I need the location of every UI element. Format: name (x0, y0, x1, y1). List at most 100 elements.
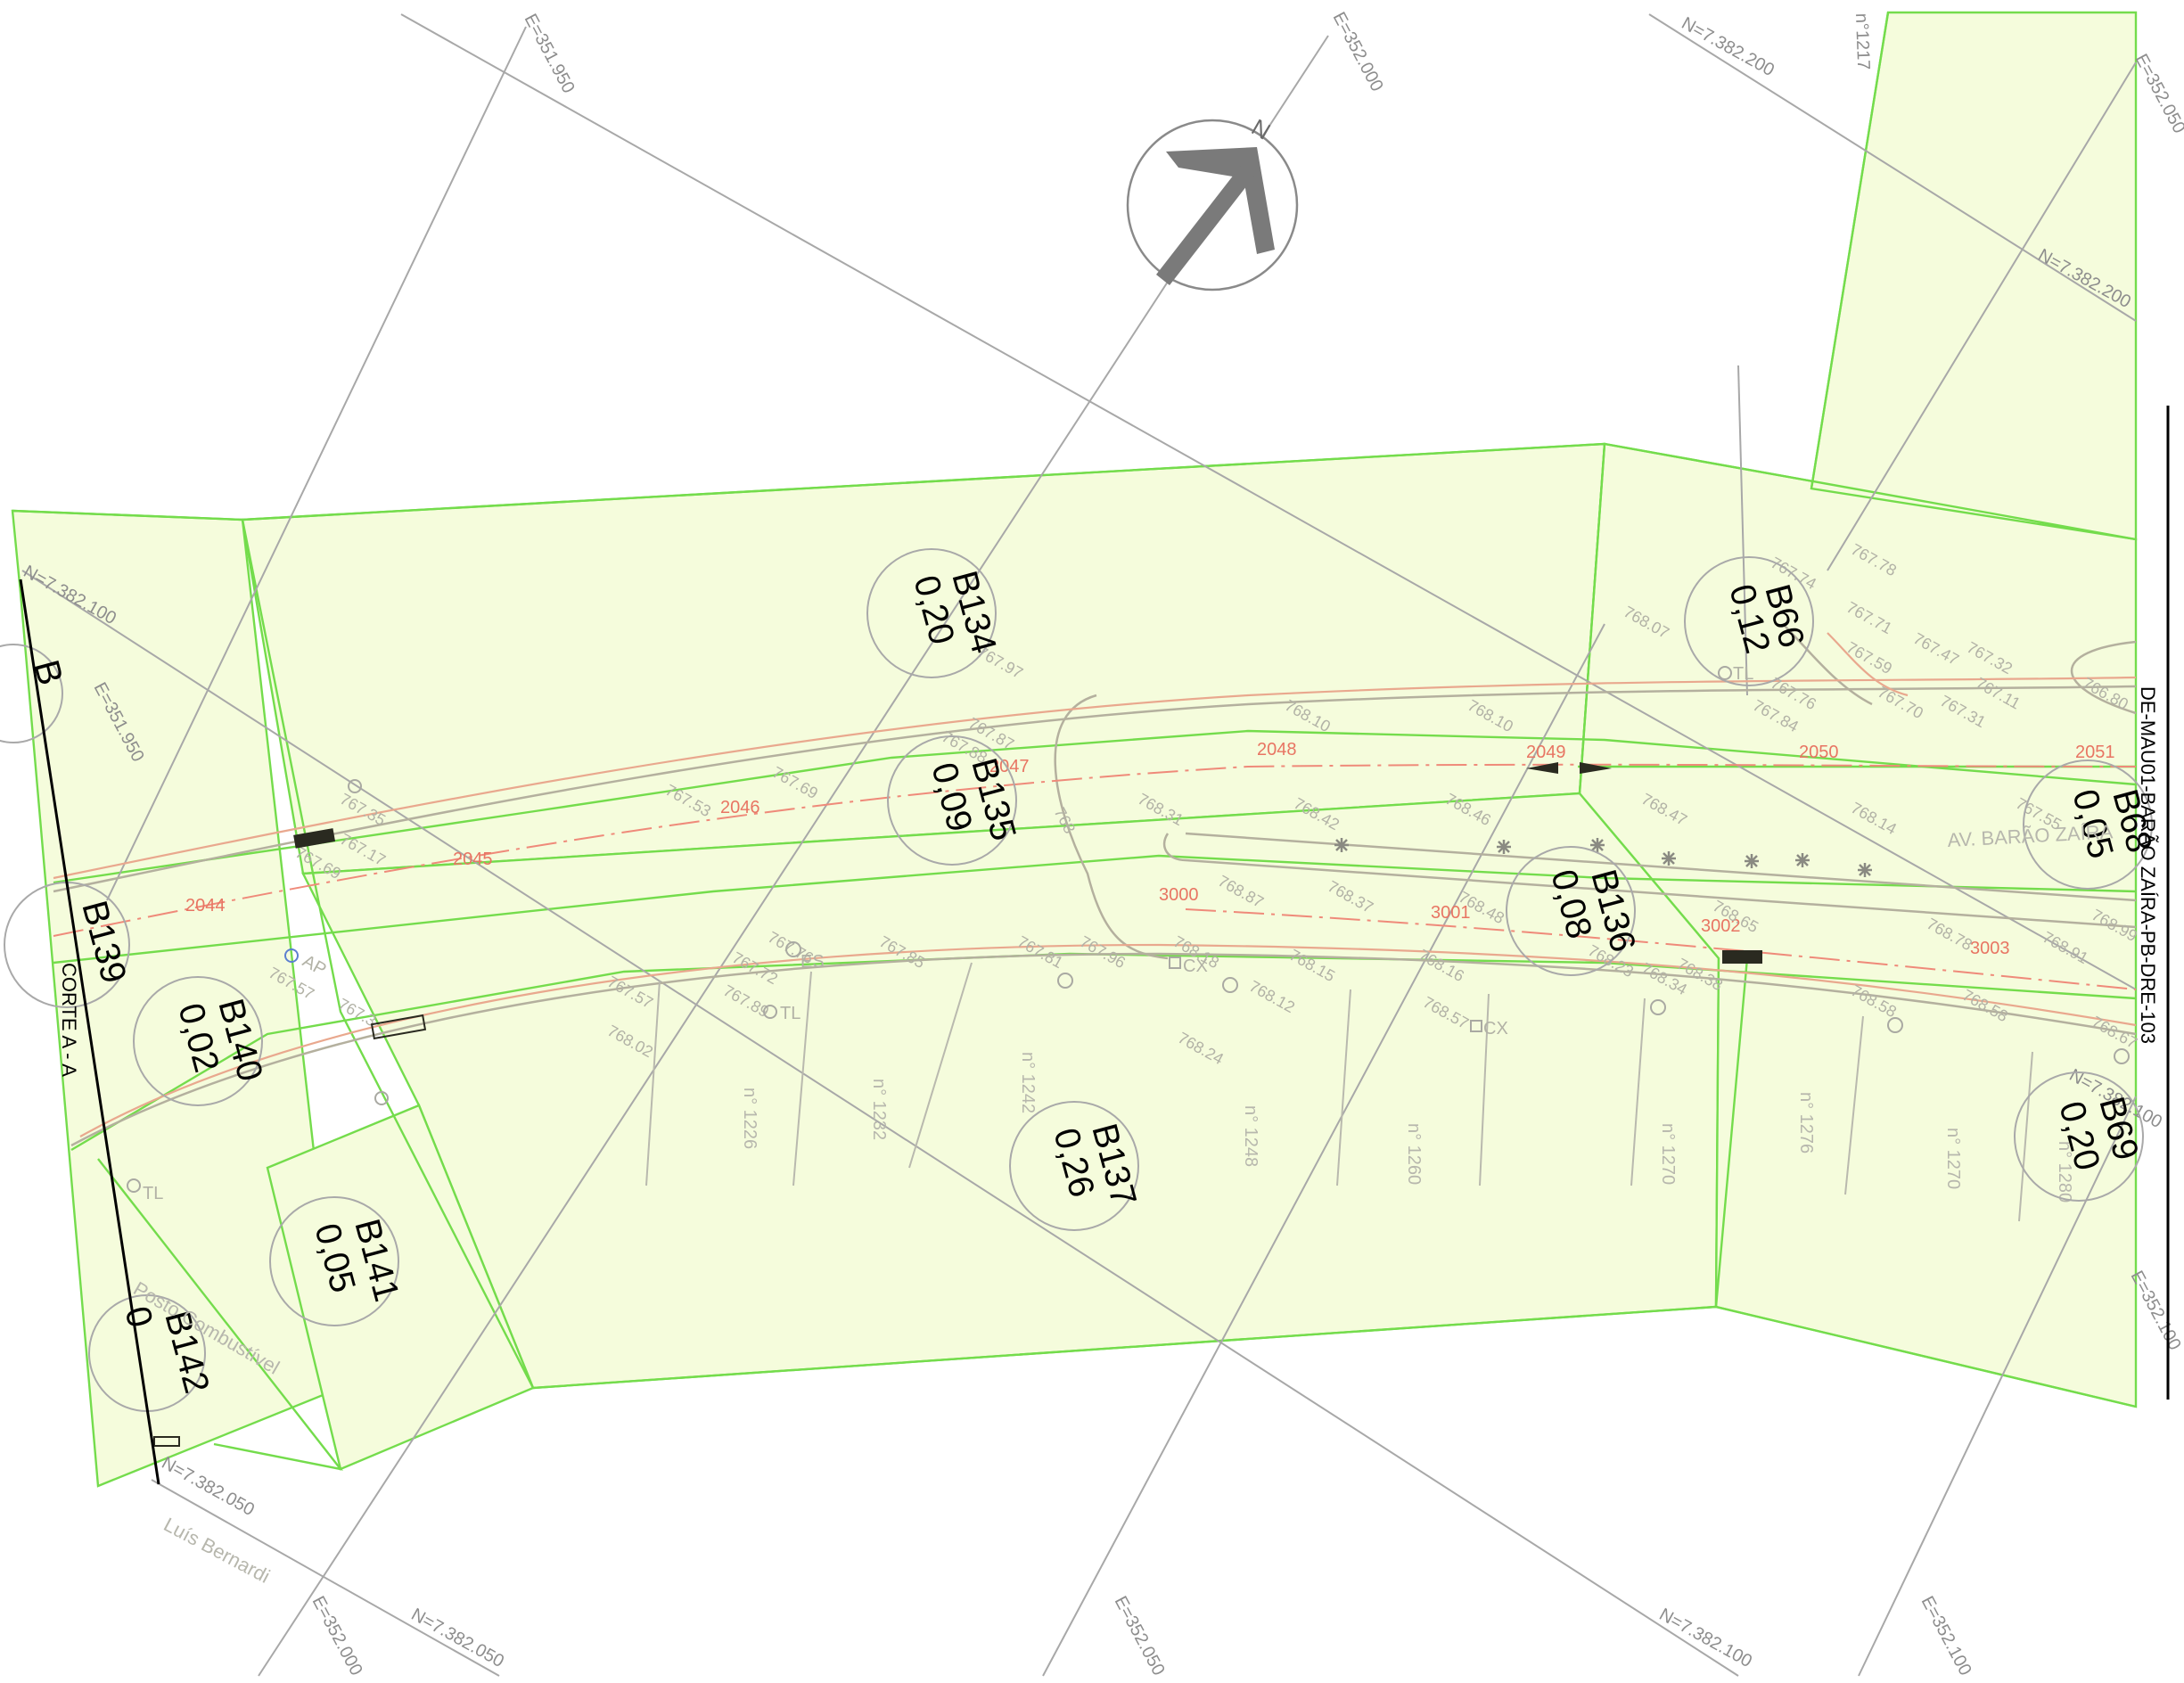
grid-label: E=352.000 (308, 1593, 366, 1679)
grid-label: E=352.000 (1329, 9, 1387, 94)
grid-label: E=351.950 (521, 11, 579, 96)
house-number: n° 1260 (1404, 1123, 1424, 1185)
house-number: n° 1232 (869, 1079, 889, 1140)
utility-label: CX (1183, 956, 1208, 976)
utility-label: AP (300, 951, 330, 980)
tree-icon (1334, 838, 1349, 852)
house-number: n° 1270 (1943, 1128, 1963, 1189)
lot-lines (645, 962, 2033, 1222)
road-island (1054, 694, 1169, 960)
culvert (370, 1014, 427, 1040)
utility-label: TL (1733, 664, 1753, 684)
utility-marker (1470, 1020, 1482, 1032)
road-edge-median (1162, 833, 2137, 929)
curb-n (53, 676, 2137, 880)
house-number: n° 1280 (2055, 1141, 2074, 1203)
grid-label: E=352.100 (1917, 1593, 1975, 1679)
utility-marker (763, 1005, 777, 1019)
manhole (2114, 1048, 2130, 1064)
curb-ne (1827, 632, 1909, 697)
boundary-ne (1810, 12, 1890, 489)
road-edge-n (53, 685, 2137, 893)
section-marker (1722, 950, 1762, 964)
house-number: n° 1226 (740, 1088, 759, 1149)
boundary-mid (1578, 443, 1606, 794)
manhole (1057, 973, 1073, 989)
block-b136[interactable]: B136 0,08 (1506, 846, 1643, 976)
utility-marker (1718, 666, 1732, 680)
ne-curve (2070, 640, 2137, 715)
station-label: 2050 (1799, 743, 1839, 762)
tree-icon (1590, 838, 1605, 852)
utility-marker (1169, 956, 1181, 969)
section-marker (293, 828, 336, 849)
boundary-east-lot (1714, 957, 1749, 1308)
station-label: 2045 (453, 850, 493, 869)
section-label: CORTE A - A (58, 963, 80, 1077)
house-numbers: n° 1226 n° 1232 n° 1242 n° 1248 n° 1260 … (740, 1052, 2074, 1203)
manhole (1650, 999, 1666, 1015)
drawing-title: DE-MAU01-BARÃO ZAÍRA-PB-DRE-103 (2137, 686, 2159, 1044)
house-number: n° 1270 (1658, 1123, 1678, 1185)
grid-label: N=7.382.200 (1679, 13, 1778, 80)
manhole (1222, 977, 1238, 993)
grid-label: N=7.382.100 (1656, 1605, 1755, 1671)
utility-label: CX (1483, 1019, 1508, 1039)
station-label: 2046 (720, 798, 760, 817)
tree-icon (1497, 840, 1511, 854)
station-label: 3000 (1159, 885, 1199, 905)
ne-driveway (1782, 623, 1873, 706)
utilities: ES TL CX CX TL TL AP (127, 664, 2130, 1203)
grid-label: N=7.382.050 (159, 1453, 258, 1520)
utility-label: TL (143, 1184, 163, 1203)
road (53, 623, 2137, 1147)
grid (21, 13, 2137, 1677)
tree-icon (1662, 851, 1676, 866)
grid-label: N=7.382.050 (408, 1605, 507, 1671)
trees (1334, 838, 1872, 877)
station-label: 2049 (1526, 743, 1566, 762)
curb-s (79, 943, 2137, 1137)
sheet-edges (19, 406, 2170, 1485)
north-arrow-shaft (1156, 159, 1260, 285)
section-arrow (1580, 762, 1612, 774)
utility-label: ES (801, 952, 825, 972)
station-label: 3003 (1970, 939, 2010, 958)
boundary-north (12, 442, 2137, 541)
section-markers (153, 762, 1762, 1447)
utility-label: TL (780, 1004, 801, 1023)
house-number: n° 1276 (1796, 1092, 1816, 1153)
road-green-n (53, 729, 2137, 884)
tree-icon (1745, 854, 1759, 868)
station-label: 3001 (1431, 903, 1471, 923)
tree-icon (1858, 863, 1872, 877)
stations: 2044 2045 2046 2047 2048 2049 2050 2051 … (185, 740, 2115, 958)
house-number: n° 1248 (1241, 1105, 1260, 1167)
boundary-west-diag (241, 519, 535, 1389)
station-label: 2047 (989, 757, 1030, 776)
station-label: 2048 (1257, 740, 1297, 759)
grid-label: E=352.050 (2131, 51, 2184, 136)
culvert (153, 1436, 180, 1447)
utility-marker (127, 1178, 141, 1193)
utility-marker (785, 941, 801, 957)
boundary-sw (97, 1158, 343, 1471)
tree-icon (1795, 853, 1810, 867)
house-number: n° 1242 (1018, 1052, 1038, 1113)
block-b140[interactable]: B140 0,02 (133, 976, 270, 1106)
grid-label: E=352.050 (1111, 1593, 1169, 1679)
manhole (348, 779, 362, 793)
manhole (1887, 1017, 1903, 1033)
section-arrow (1526, 762, 1558, 774)
north-arrow: N (1126, 113, 1299, 291)
road-edge-s (70, 952, 2137, 1147)
station-label: 2044 (185, 896, 226, 915)
house-number-label: n°1217 (1851, 12, 1873, 70)
road-green-s (53, 854, 2137, 965)
street-label: Luís Bernardi (160, 1513, 274, 1588)
boundaries (12, 12, 2137, 1471)
centerline-1 (53, 763, 2137, 937)
manhole (374, 1091, 389, 1105)
utility-marker (284, 948, 299, 963)
